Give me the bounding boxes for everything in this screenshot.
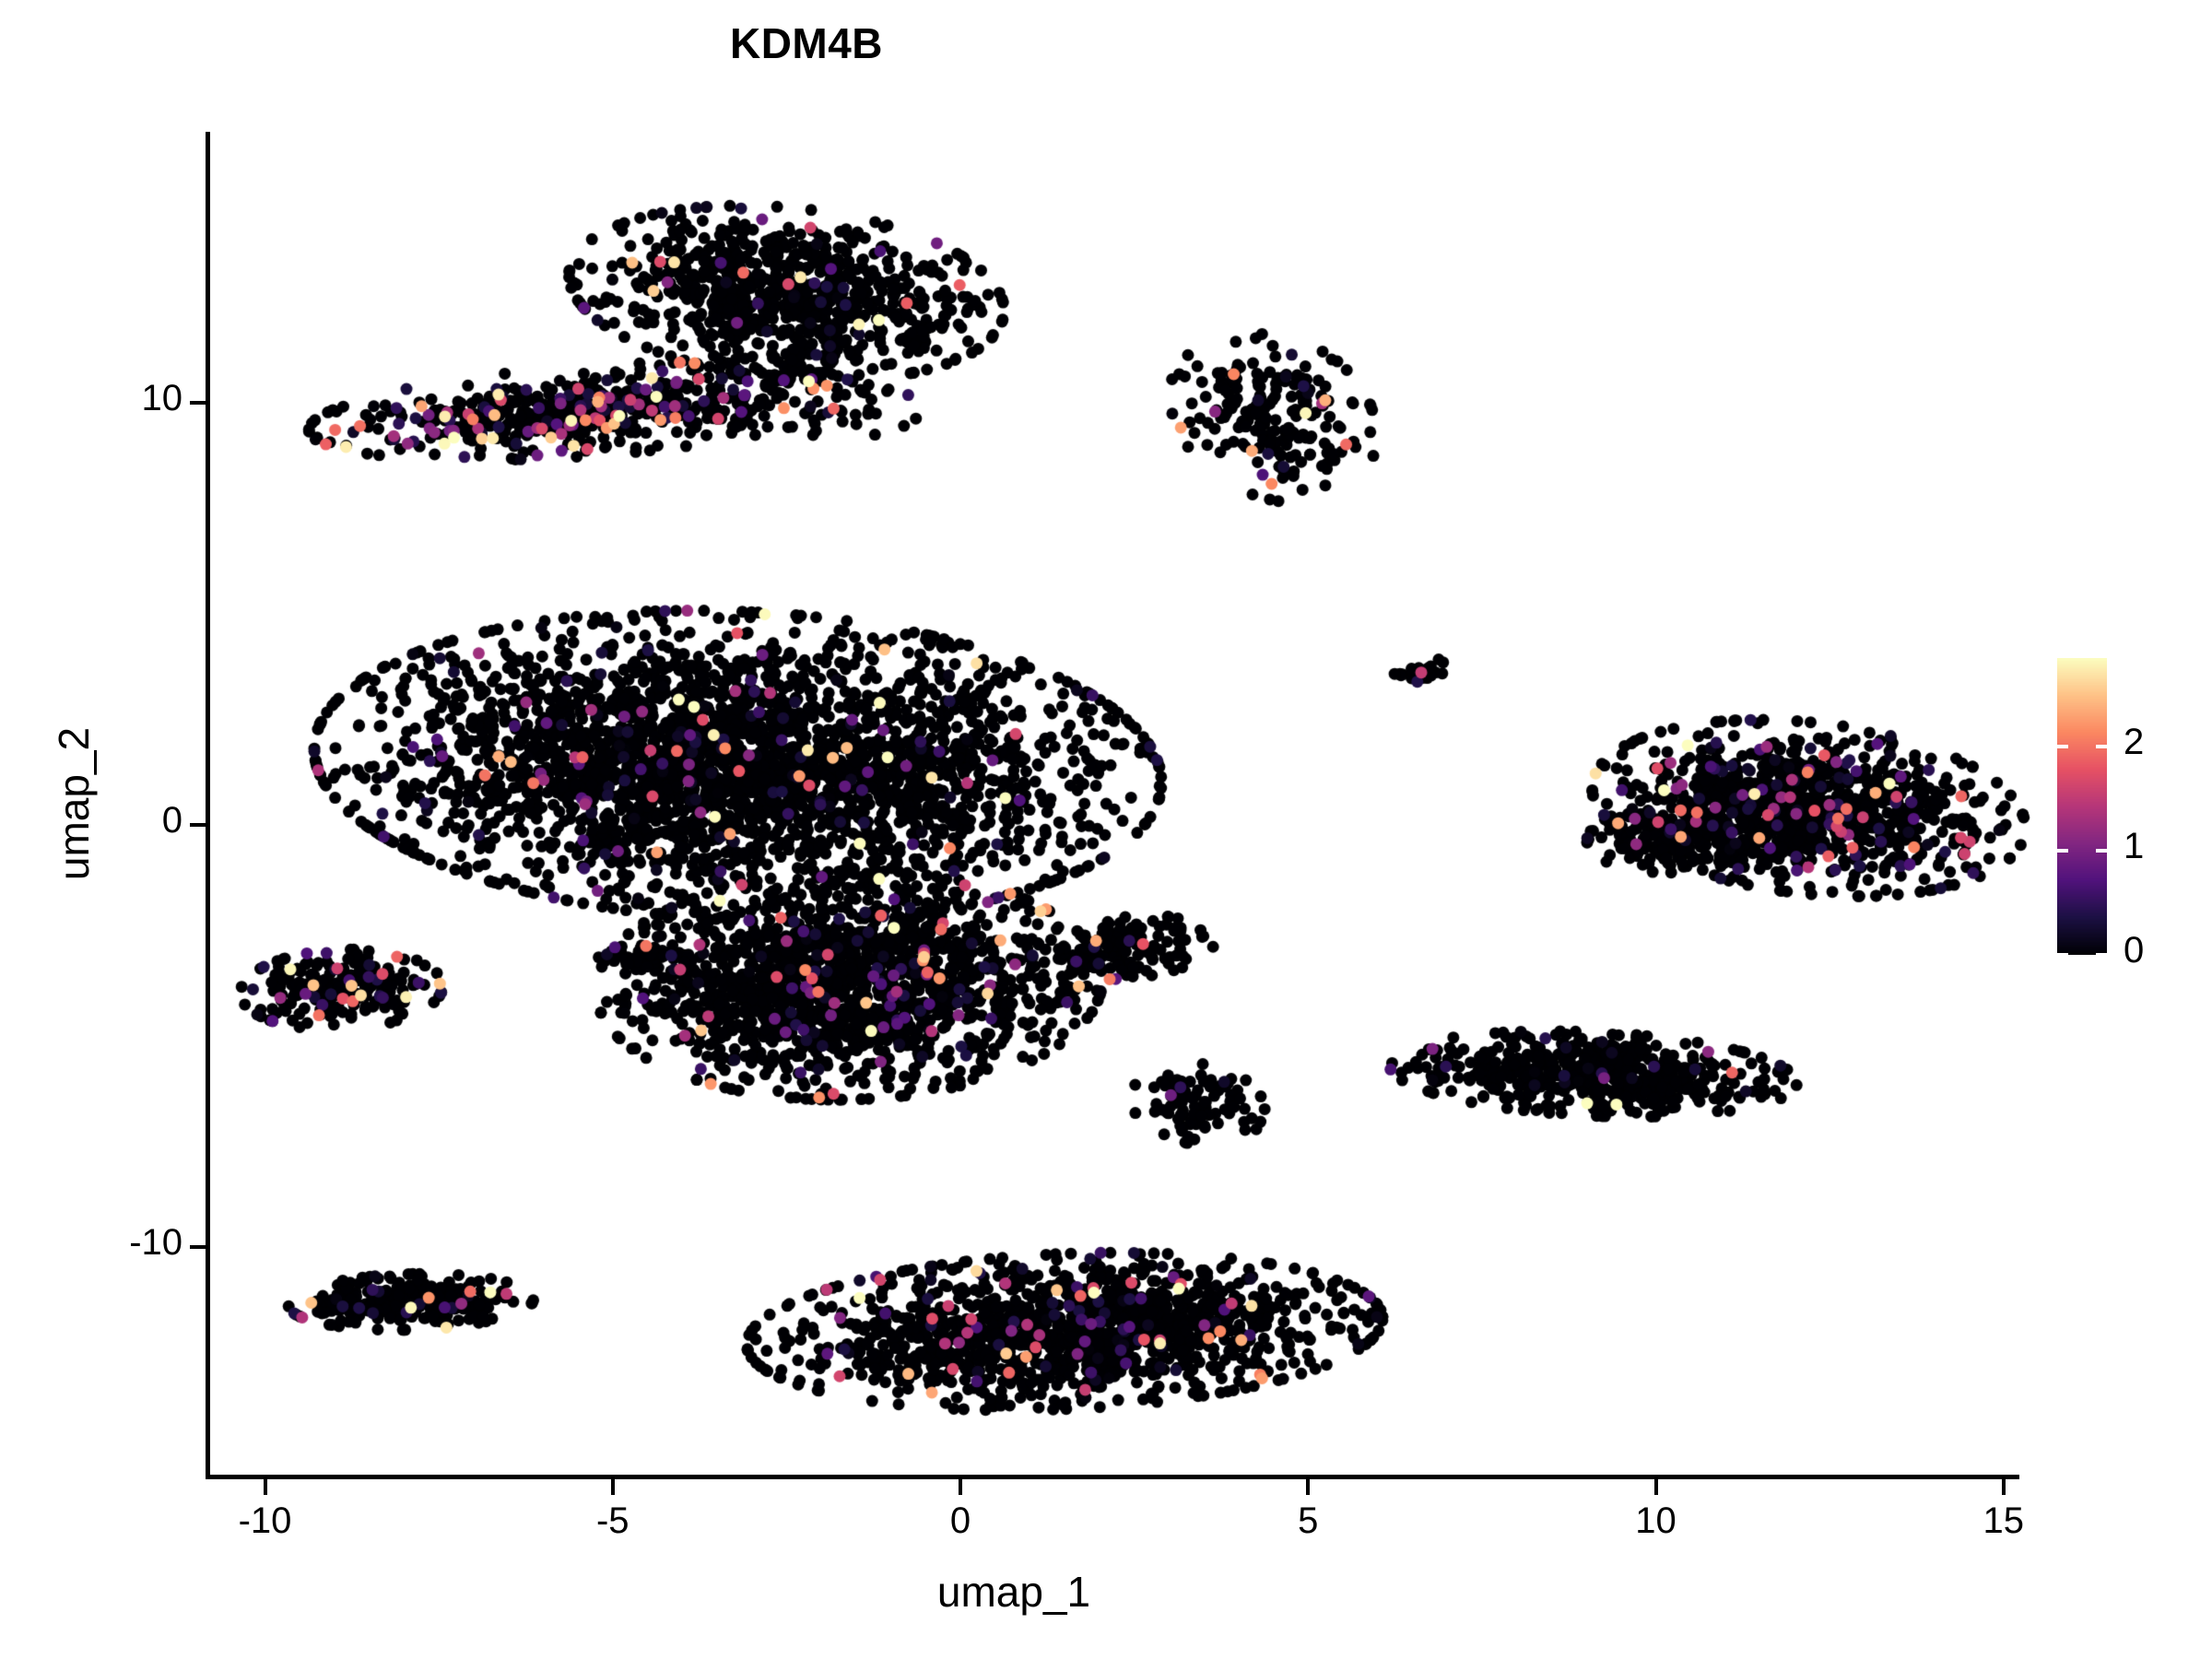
- colorbar-tick-2: [2057, 745, 2068, 749]
- colorbar: [2057, 658, 2107, 955]
- colorbar-tick-1: [2096, 849, 2107, 853]
- x-tick-15: [2001, 1479, 2006, 1495]
- y-tick-label-0: 0: [161, 800, 182, 841]
- y-tick-label--10: -10: [129, 1222, 182, 1263]
- colorbar-tick-label-1: 1: [2124, 826, 2145, 867]
- colorbar-gradient: [2057, 658, 2107, 955]
- x-tick-label-0: 0: [949, 1500, 971, 1541]
- colorbar-tick-0: [2057, 953, 2068, 957]
- colorbar-tick-2: [2096, 745, 2107, 749]
- y-axis-line: [206, 132, 210, 1479]
- y-axis-label: umap_2: [50, 726, 98, 881]
- y-tick-10: [190, 401, 206, 405]
- colorbar-tick-label-2: 2: [2124, 722, 2145, 763]
- x-axis-line: [206, 1475, 2019, 1479]
- x-tick--10: [263, 1479, 267, 1495]
- x-tick-label--5: -5: [595, 1500, 629, 1541]
- x-tick-10: [1653, 1479, 1658, 1495]
- x-tick-label-10: 10: [1635, 1500, 1677, 1541]
- x-axis-label: umap_1: [936, 1568, 1091, 1616]
- x-tick-label-15: 15: [1983, 1500, 2025, 1541]
- colorbar-tick-0: [2096, 953, 2107, 957]
- x-tick--5: [610, 1479, 615, 1495]
- colorbar-tick-label-0: 0: [2124, 930, 2145, 971]
- y-tick-label-10: 10: [141, 378, 183, 418]
- x-tick-label-5: 5: [1298, 1500, 1319, 1541]
- y-tick-0: [190, 823, 206, 827]
- x-tick-0: [959, 1479, 962, 1495]
- colorbar-tick-1: [2057, 849, 2068, 853]
- y-tick--10: [190, 1245, 206, 1249]
- x-tick-5: [1306, 1479, 1311, 1495]
- x-tick-label--10: -10: [238, 1500, 292, 1541]
